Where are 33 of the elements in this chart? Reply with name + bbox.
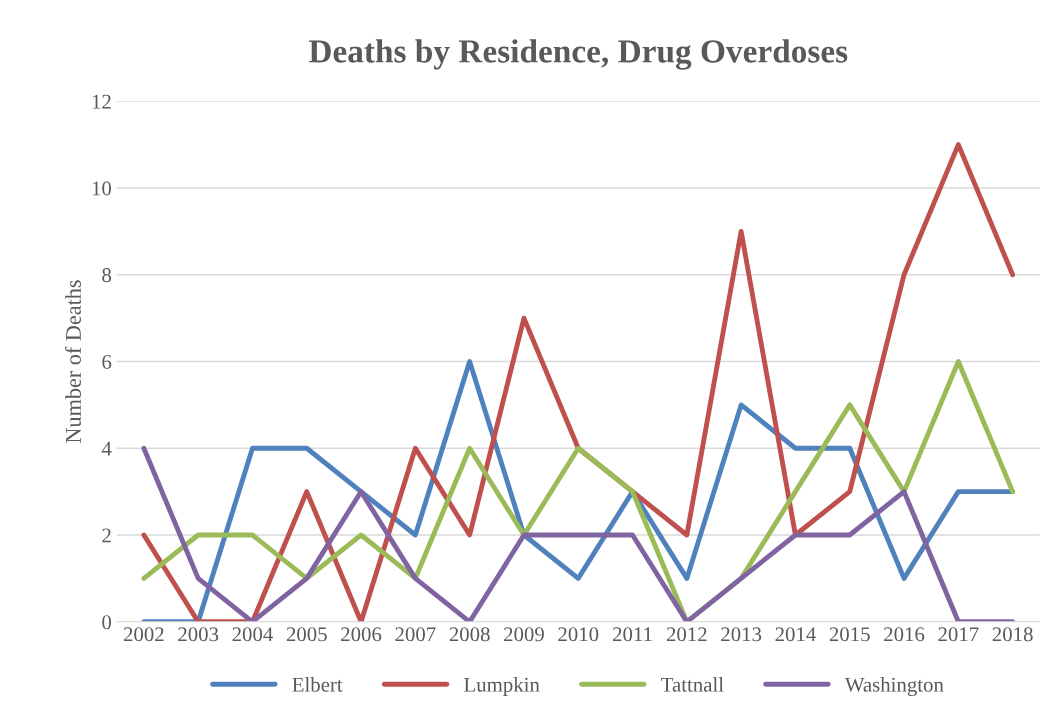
y-tick-label: 12 <box>92 94 111 109</box>
x-tick-label: 2015 <box>829 627 870 642</box>
x-tick-label: 2005 <box>286 627 327 642</box>
x-tick-label: 2003 <box>178 627 219 642</box>
x-tick-label: 2018 <box>992 627 1033 642</box>
x-tick-label: 2016 <box>884 627 925 642</box>
x-tick-label: 2012 <box>666 627 707 642</box>
x-tick-label: 2007 <box>395 627 436 642</box>
legend-label: Tattnall <box>661 677 724 692</box>
legend-label: Lumpkin <box>464 677 540 696</box>
x-tick-label: 2008 <box>449 627 490 642</box>
x-tick-label: 2010 <box>558 627 599 642</box>
x-tick-label: 2017 <box>938 627 979 642</box>
x-tick-label: 2013 <box>721 627 762 642</box>
y-tick-label: 10 <box>92 181 112 196</box>
line-series <box>141 445 1016 622</box>
y-axis-title: Number of Deaths <box>65 280 81 443</box>
line-series <box>141 359 1016 622</box>
y-tick-label: 0 <box>102 615 112 630</box>
x-tick-label: 2011 <box>613 627 652 642</box>
x-tick-label: 2009 <box>504 627 544 642</box>
y-tick-label: 2 <box>102 528 111 543</box>
legend-label: Elbert <box>292 677 343 692</box>
legend-label: Washington <box>844 677 944 697</box>
x-tick-label: 2004 <box>232 627 273 642</box>
y-tick-label: 6 <box>102 354 112 369</box>
x-tick-label: 2002 <box>123 627 164 642</box>
line-series <box>141 142 1016 622</box>
x-tick-label: 2006 <box>341 627 382 642</box>
x-tick-label: 2014 <box>775 627 816 642</box>
chart-title: Deaths by Residence, Drug Overdoses <box>308 39 848 70</box>
y-tick-label: 4 <box>101 441 112 456</box>
y-tick-label: 8 <box>102 268 112 283</box>
